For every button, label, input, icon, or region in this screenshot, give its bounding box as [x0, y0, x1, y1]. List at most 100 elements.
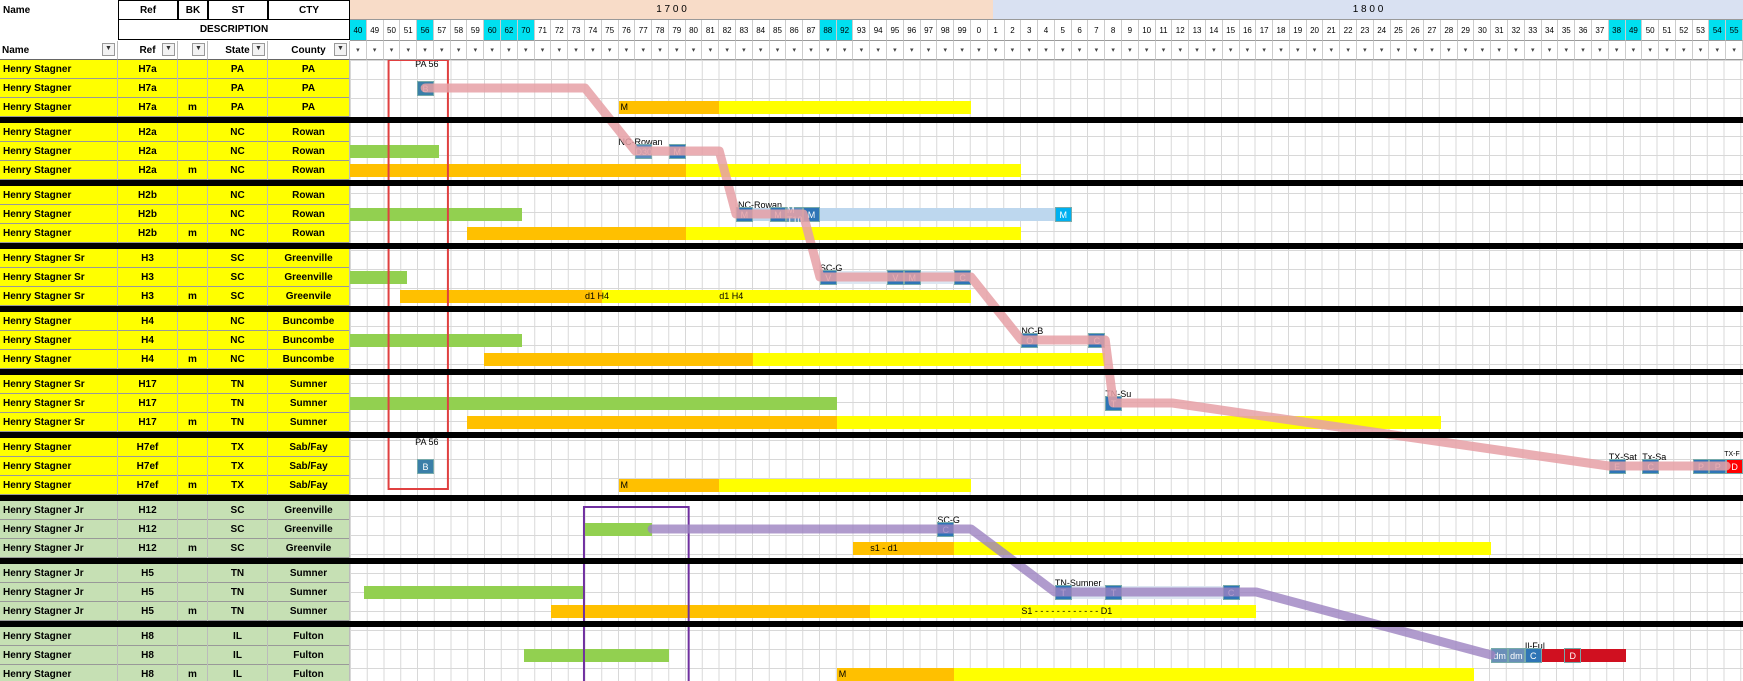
table-row[interactable]: Henry Stagner H2b m NC Rowan [0, 224, 350, 243]
year-filter-dropdown[interactable]: ▾ [1239, 41, 1257, 60]
table-row[interactable]: Henry Stagner H7a PA PA [0, 79, 350, 98]
year-filter-dropdown[interactable]: ▾ [1340, 41, 1357, 60]
year-filter-dropdown[interactable]: ▾ [1424, 41, 1441, 60]
table-row[interactable]: Henry Stagner Sr H3 SC Greenville [0, 268, 350, 287]
year-filter-dropdown[interactable]: ▾ [1608, 41, 1626, 60]
year-filter-dropdown[interactable]: ▾ [668, 41, 686, 60]
year-filter-dropdown[interactable]: ▾ [517, 41, 535, 60]
table-row[interactable]: Henry Stagner H8 m IL Fulton [0, 665, 350, 681]
year-filter-dropdown[interactable]: ▾ [1071, 41, 1089, 60]
table-row[interactable]: Henry Stagner H7a m PA PA [0, 98, 350, 117]
year-filter-dropdown[interactable]: ▾ [467, 41, 485, 60]
year-filter-dropdown[interactable]: ▾ [584, 41, 602, 60]
year-filter-dropdown[interactable]: ▾ [1054, 41, 1072, 60]
year-filter-dropdown[interactable]: ▾ [970, 41, 988, 60]
table-row[interactable]: Henry Stagner H8 IL Fulton [0, 646, 350, 665]
year-filter-dropdown[interactable]: ▾ [702, 41, 720, 60]
filter-bk-header[interactable]: ▼ [178, 41, 208, 60]
year-filter-dropdown[interactable]: ▾ [987, 41, 1005, 60]
table-row[interactable]: Henry Stagner H4 NC Buncombe [0, 312, 350, 331]
year-filter-dropdown[interactable]: ▾ [383, 41, 401, 60]
year-filter-dropdown[interactable]: ▾ [1356, 41, 1374, 60]
year-filter-dropdown[interactable]: ▾ [920, 41, 938, 60]
table-row[interactable]: Henry Stagner H7ef TX Sab/Fay [0, 438, 350, 457]
year-filter-dropdown[interactable]: ▾ [1558, 41, 1576, 60]
table-row[interactable]: Henry Stagner H4 NC Buncombe [0, 331, 350, 350]
year-filter-dropdown[interactable]: ▾ [350, 41, 367, 60]
year-filter-dropdown[interactable]: ▾ [1138, 41, 1156, 60]
year-filter-dropdown[interactable]: ▾ [1709, 41, 1727, 60]
year-filter-dropdown[interactable]: ▾ [534, 41, 552, 60]
filter-dropdown-icon[interactable]: ▼ [102, 43, 115, 56]
table-row[interactable]: Henry Stagner Jr H12 m SC Greenvile [0, 539, 350, 558]
year-filter-dropdown[interactable]: ▾ [870, 41, 888, 60]
year-filter-dropdown[interactable]: ▾ [417, 41, 434, 60]
year-filter-dropdown[interactable]: ▾ [1222, 41, 1240, 60]
year-filter-dropdown[interactable]: ▾ [1155, 41, 1173, 60]
table-row[interactable]: Henry Stagner Jr H5 TN Sumner [0, 583, 350, 602]
table-row[interactable]: Henry Stagner Jr H5 TN Sumner [0, 564, 350, 583]
year-filter-dropdown[interactable]: ▾ [1692, 41, 1710, 60]
year-filter-dropdown[interactable]: ▾ [954, 41, 971, 60]
filter-funnel-icon[interactable]: ▼ [192, 43, 205, 56]
filter-ref-header[interactable]: Ref ▼ [118, 41, 178, 60]
year-filter-dropdown[interactable]: ▾ [450, 41, 468, 60]
table-row[interactable]: Henry Stagner H4 m NC Buncombe [0, 350, 350, 369]
table-row[interactable]: Henry Stagner Sr H3 SC Greenville [0, 249, 350, 268]
year-filter-dropdown[interactable]: ▾ [819, 41, 837, 60]
year-filter-dropdown[interactable]: ▾ [601, 41, 619, 60]
year-filter-dropdown[interactable]: ▾ [1491, 41, 1509, 60]
year-filter-dropdown[interactable]: ▾ [1390, 41, 1408, 60]
year-filter-dropdown[interactable]: ▾ [1659, 41, 1676, 60]
year-filter-dropdown[interactable]: ▾ [618, 41, 636, 60]
year-filter-dropdown[interactable]: ▾ [1625, 41, 1643, 60]
table-row[interactable]: Henry Stagner H2a m NC Rowan [0, 161, 350, 180]
table-row[interactable]: Henry Stagner Jr H12 SC Greenville [0, 501, 350, 520]
year-filter-dropdown[interactable]: ▾ [786, 41, 804, 60]
table-row[interactable]: Henry Stagner Sr H17 TN Sumner [0, 375, 350, 394]
table-row[interactable]: Henry Stagner H2a NC Rowan [0, 142, 350, 161]
year-filter-dropdown[interactable]: ▾ [836, 41, 854, 60]
year-filter-dropdown[interactable]: ▾ [1189, 41, 1206, 60]
table-row[interactable]: Henry Stagner Sr H3 m SC Greenvile [0, 287, 350, 306]
filter-state-header[interactable]: State ▼ [208, 41, 268, 60]
table-row[interactable]: Henry Stagner H7ef m TX Sab/Fay [0, 476, 350, 495]
year-filter-dropdown[interactable]: ▾ [1004, 41, 1022, 60]
year-filter-dropdown[interactable]: ▾ [1021, 41, 1039, 60]
filter-county-header[interactable]: County ▼ [268, 41, 350, 60]
filter-dropdown-icon[interactable]: ▼ [334, 43, 347, 56]
table-row[interactable]: Henry Stagner H8 IL Fulton [0, 627, 350, 646]
year-filter-dropdown[interactable]: ▾ [400, 41, 418, 60]
year-filter-dropdown[interactable]: ▾ [635, 41, 653, 60]
year-filter-dropdown[interactable]: ▾ [1038, 41, 1055, 60]
year-filter-dropdown[interactable]: ▾ [1407, 41, 1425, 60]
year-filter-dropdown[interactable]: ▾ [1508, 41, 1525, 60]
year-filter-dropdown[interactable]: ▾ [1273, 41, 1290, 60]
table-row[interactable]: Henry Stagner Jr H5 m TN Sumner [0, 602, 350, 621]
table-row[interactable]: Henry Stagner H7a PA PA [0, 60, 350, 79]
year-filter-dropdown[interactable]: ▾ [903, 41, 921, 60]
year-filter-dropdown[interactable]: ▾ [433, 41, 451, 60]
year-filter-dropdown[interactable]: ▾ [551, 41, 569, 60]
table-row[interactable]: Henry Stagner H7ef TX Sab/Fay [0, 457, 350, 476]
year-filter-dropdown[interactable]: ▾ [1289, 41, 1307, 60]
year-filter-dropdown[interactable]: ▾ [1642, 41, 1660, 60]
year-filter-dropdown[interactable]: ▾ [1373, 41, 1391, 60]
year-filter-dropdown[interactable]: ▾ [1172, 41, 1190, 60]
year-filter-dropdown[interactable]: ▾ [685, 41, 703, 60]
year-filter-dropdown[interactable]: ▾ [1575, 41, 1592, 60]
year-filter-dropdown[interactable]: ▾ [1591, 41, 1609, 60]
year-filter-dropdown[interactable]: ▾ [1474, 41, 1492, 60]
year-filter-dropdown[interactable]: ▾ [1675, 41, 1693, 60]
year-filter-dropdown[interactable]: ▾ [752, 41, 770, 60]
year-filter-dropdown[interactable]: ▾ [937, 41, 955, 60]
year-filter-dropdown[interactable]: ▾ [1306, 41, 1324, 60]
year-filter-dropdown[interactable]: ▾ [1440, 41, 1458, 60]
year-filter-dropdown[interactable]: ▾ [803, 41, 820, 60]
filter-name-header[interactable]: Name ▼ [0, 41, 118, 60]
table-row[interactable]: Henry Stagner H2a NC Rowan [0, 123, 350, 142]
year-filter-dropdown[interactable]: ▾ [366, 41, 384, 60]
year-filter-dropdown[interactable]: ▾ [736, 41, 753, 60]
year-filter-dropdown[interactable]: ▾ [719, 41, 736, 60]
year-filter-dropdown[interactable]: ▾ [1457, 41, 1475, 60]
